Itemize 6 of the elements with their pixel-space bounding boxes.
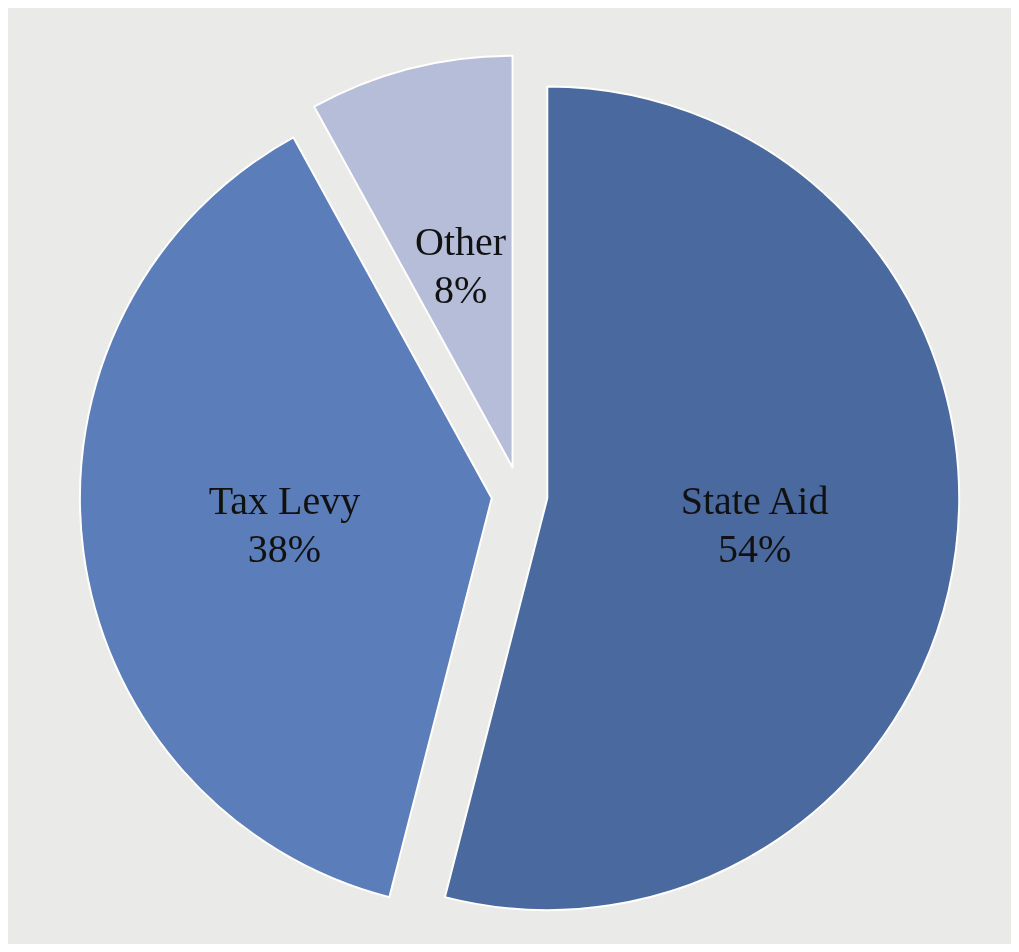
slice-label: Tax Levy [208, 477, 361, 523]
data-label: 8% [433, 266, 488, 312]
data-label: 54% [717, 525, 792, 571]
data-label: 38% [247, 525, 322, 571]
slice-label: Other [415, 218, 507, 264]
slice-label: State Aid [680, 477, 829, 523]
